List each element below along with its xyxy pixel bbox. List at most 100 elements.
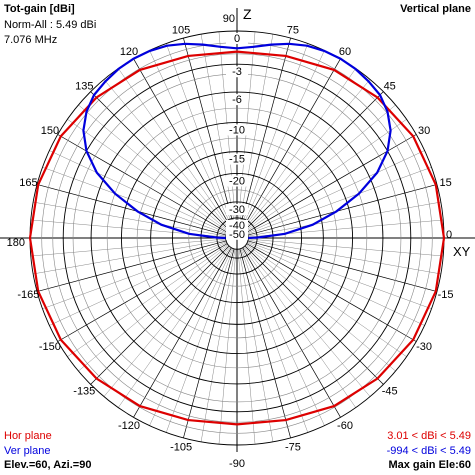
legend-ver-plane: Ver plane	[4, 445, 51, 457]
plot-series	[28, 42, 446, 426]
angle-tick-label: 105	[172, 24, 190, 36]
grid-spoke-minor	[247, 242, 425, 326]
grid-spoke-minor	[245, 104, 396, 231]
angle-tick-label: 15	[439, 177, 451, 189]
grid-spoke-minor	[247, 241, 432, 310]
grid-spoke	[246, 243, 417, 342]
legend-hor-plane: Hor plane	[4, 430, 52, 442]
grid-spoke-minor	[149, 50, 233, 228]
series-hor-plane	[28, 50, 446, 426]
grid-spoke-minor	[103, 246, 230, 397]
frequency-text: 7.076 MHz	[4, 34, 58, 46]
angle-tick-label: 150	[41, 125, 59, 137]
angle-tick-label: 165	[19, 177, 37, 189]
radial-label-bg	[226, 66, 248, 78]
angle-tick-label: 180	[7, 237, 25, 249]
grid-spoke-minor	[218, 249, 237, 445]
grid-spoke-minor	[118, 68, 231, 229]
grid-ring	[106, 107, 368, 369]
chart-title: Tot-gain [dBi]	[4, 3, 75, 15]
radial-label-bg	[226, 153, 248, 165]
angle-tick-label: -15	[438, 289, 454, 301]
grid-spoke-minor	[67, 244, 228, 357]
grid-spoke-minor	[248, 201, 441, 237]
grid-ring	[62, 63, 412, 413]
radial-tick-label: -10	[229, 124, 245, 136]
grid-spoke-minor	[165, 248, 234, 433]
grid-spoke	[244, 91, 384, 231]
grid-ring	[136, 137, 338, 339]
grid-spoke-minor	[30, 238, 226, 257]
grid-spoke-minor	[42, 241, 227, 310]
radial-label-bg	[226, 219, 248, 231]
grid-spoke	[90, 245, 230, 385]
grid-spoke-minor	[200, 249, 236, 442]
grid-ring	[120, 121, 354, 355]
ver-range-text: -994 < dBi < 5.49	[386, 445, 471, 457]
grid-spoke	[36, 240, 227, 292]
radial-label-bg	[226, 33, 248, 44]
grid-spoke-minor	[240, 248, 309, 433]
norm-text: Norm-All : 5.49 dBi	[4, 19, 97, 31]
grid-spoke-minor	[200, 34, 236, 227]
angle-tick-label: 75	[287, 24, 299, 36]
elev-azi-text: Elev.=60, Azi.=90	[4, 459, 92, 471]
radial-tick-label: -6	[232, 94, 242, 106]
grid-spoke-minor	[247, 166, 432, 235]
grid-spoke-minor	[67, 119, 228, 232]
grid-ring	[90, 91, 384, 385]
grid-spoke	[239, 248, 291, 439]
series-ver-plane	[82, 42, 392, 240]
grid-spoke	[247, 240, 438, 292]
grid-spoke	[183, 37, 235, 228]
angle-tick-label: 120	[120, 46, 138, 58]
radial-tick-label: 0	[234, 33, 240, 45]
angle-tick-label: -105	[170, 442, 192, 454]
angle-tick-label: -30	[416, 341, 432, 353]
grid-spoke-minor	[240, 43, 309, 228]
radial-tick-label: -15	[229, 154, 245, 166]
axis-labels: 0153045607590105120135150165180-165-150-…	[7, 6, 471, 470]
grid-spoke-minor	[49, 242, 227, 326]
grid-spoke	[133, 247, 232, 418]
grid-spoke-minor	[149, 248, 233, 426]
grid-spoke	[244, 245, 384, 385]
radial-tick-label: -3	[232, 66, 242, 78]
grid-spoke	[242, 247, 341, 418]
grid-spoke-minor	[78, 245, 229, 372]
angle-tick-label: -150	[39, 341, 61, 353]
grid-spoke-minor	[246, 119, 407, 232]
angle-tick-label: 30	[418, 125, 430, 137]
angle-tick-label: 60	[339, 46, 351, 58]
grid-spoke-minor	[241, 248, 325, 426]
axis-right-label: XY	[453, 244, 471, 259]
grid-spoke	[36, 184, 227, 236]
angle-tick-label: -60	[337, 420, 353, 432]
angle-tick-label: -135	[73, 386, 95, 398]
grid-spoke-minor	[243, 247, 356, 408]
grid-spoke-minor	[78, 104, 229, 231]
grid-ring	[200, 201, 274, 275]
grid-spoke-minor	[237, 249, 256, 445]
angle-tick-label: 135	[75, 80, 93, 92]
grid-spoke-minor	[238, 249, 274, 442]
angle-tick-label: -45	[382, 386, 398, 398]
grid-spoke-minor	[247, 150, 425, 234]
grid-spoke	[90, 91, 230, 231]
angle-tick-label: -90	[229, 458, 245, 470]
grid-ring	[188, 189, 286, 287]
grid-spoke-minor	[241, 50, 325, 228]
grid-spoke-minor	[42, 166, 227, 235]
grid-spoke-minor	[118, 247, 231, 408]
grid-spoke-minor	[238, 34, 274, 227]
grid-spoke-minor	[248, 239, 441, 275]
grid-spoke-minor	[33, 201, 226, 237]
radial-label-bg	[226, 228, 248, 240]
grid-spoke-minor	[246, 244, 407, 357]
grid-spoke	[57, 243, 228, 342]
radial-label-bg	[226, 94, 248, 106]
axis-top-label: Z	[243, 6, 252, 22]
grid-spoke-minor	[244, 246, 371, 397]
grid-spoke-minor	[49, 150, 227, 234]
